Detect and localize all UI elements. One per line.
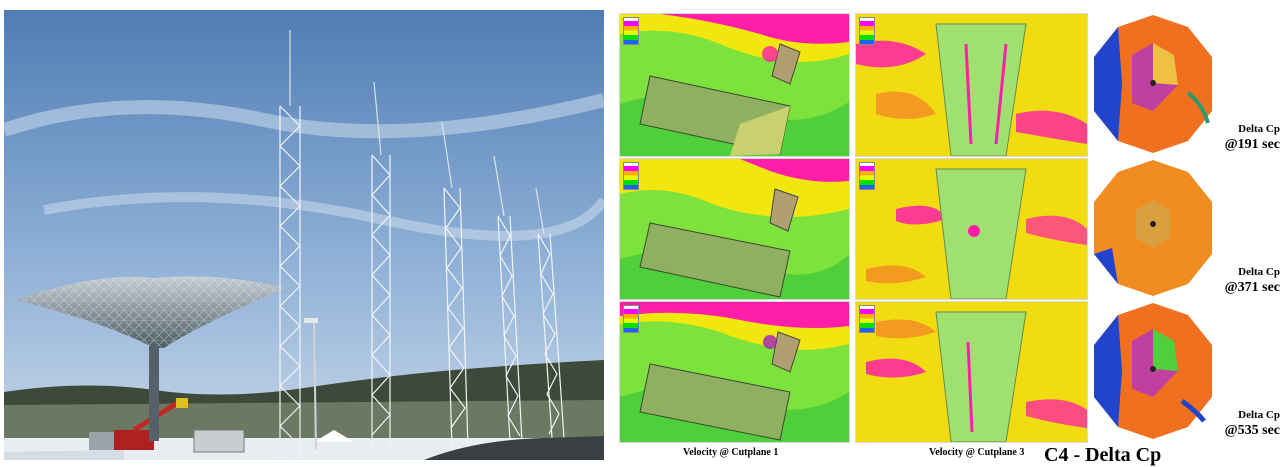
color-legend-icon <box>623 162 639 190</box>
color-legend-icon <box>859 305 875 333</box>
caption-velocity-cutplane3: Velocity @ Cutplane 3 <box>929 447 1025 458</box>
delta-cp-canopy-191 <box>1092 13 1214 155</box>
color-legend-icon <box>859 17 875 45</box>
delta-cp-time: @371 sec <box>1224 280 1280 295</box>
velocity-cutplane1-371 <box>619 158 850 300</box>
color-legend-icon <box>623 17 639 45</box>
delta-cp-time: @535 sec <box>1224 423 1280 438</box>
delta-cp-caption-3: Delta Cp @535 sec <box>1225 408 1280 438</box>
delta-cp-label: Delta Cp <box>1238 409 1280 421</box>
color-legend-icon <box>623 305 639 333</box>
site-photo <box>4 10 604 460</box>
delta-cp-label: Delta Cp <box>1238 266 1280 278</box>
delta-cp-canopy-535 <box>1092 301 1214 441</box>
caption-velocity-cutplane1: Velocity @ Cutplane 1 <box>683 447 779 458</box>
delta-cp-time: @191 sec <box>1224 137 1280 152</box>
figure-title: C4 - Delta Cp <box>1044 444 1162 466</box>
delta-cp-caption-2: Delta Cp @371 sec <box>1225 265 1280 295</box>
velocity-cutplane1-535 <box>619 301 850 443</box>
delta-cp-caption-1: Delta Cp @191 sec <box>1225 122 1280 152</box>
velocity-cutplane3-371 <box>855 158 1088 300</box>
velocity-cutplane1-191 <box>619 13 850 157</box>
delta-cp-label: Delta Cp <box>1238 123 1280 135</box>
velocity-cutplane3-191 <box>855 13 1088 157</box>
color-legend-icon <box>859 162 875 190</box>
tent-mast-photo <box>4 10 604 460</box>
delta-cp-canopy-371 <box>1092 158 1214 298</box>
velocity-cutplane3-535 <box>855 301 1088 443</box>
